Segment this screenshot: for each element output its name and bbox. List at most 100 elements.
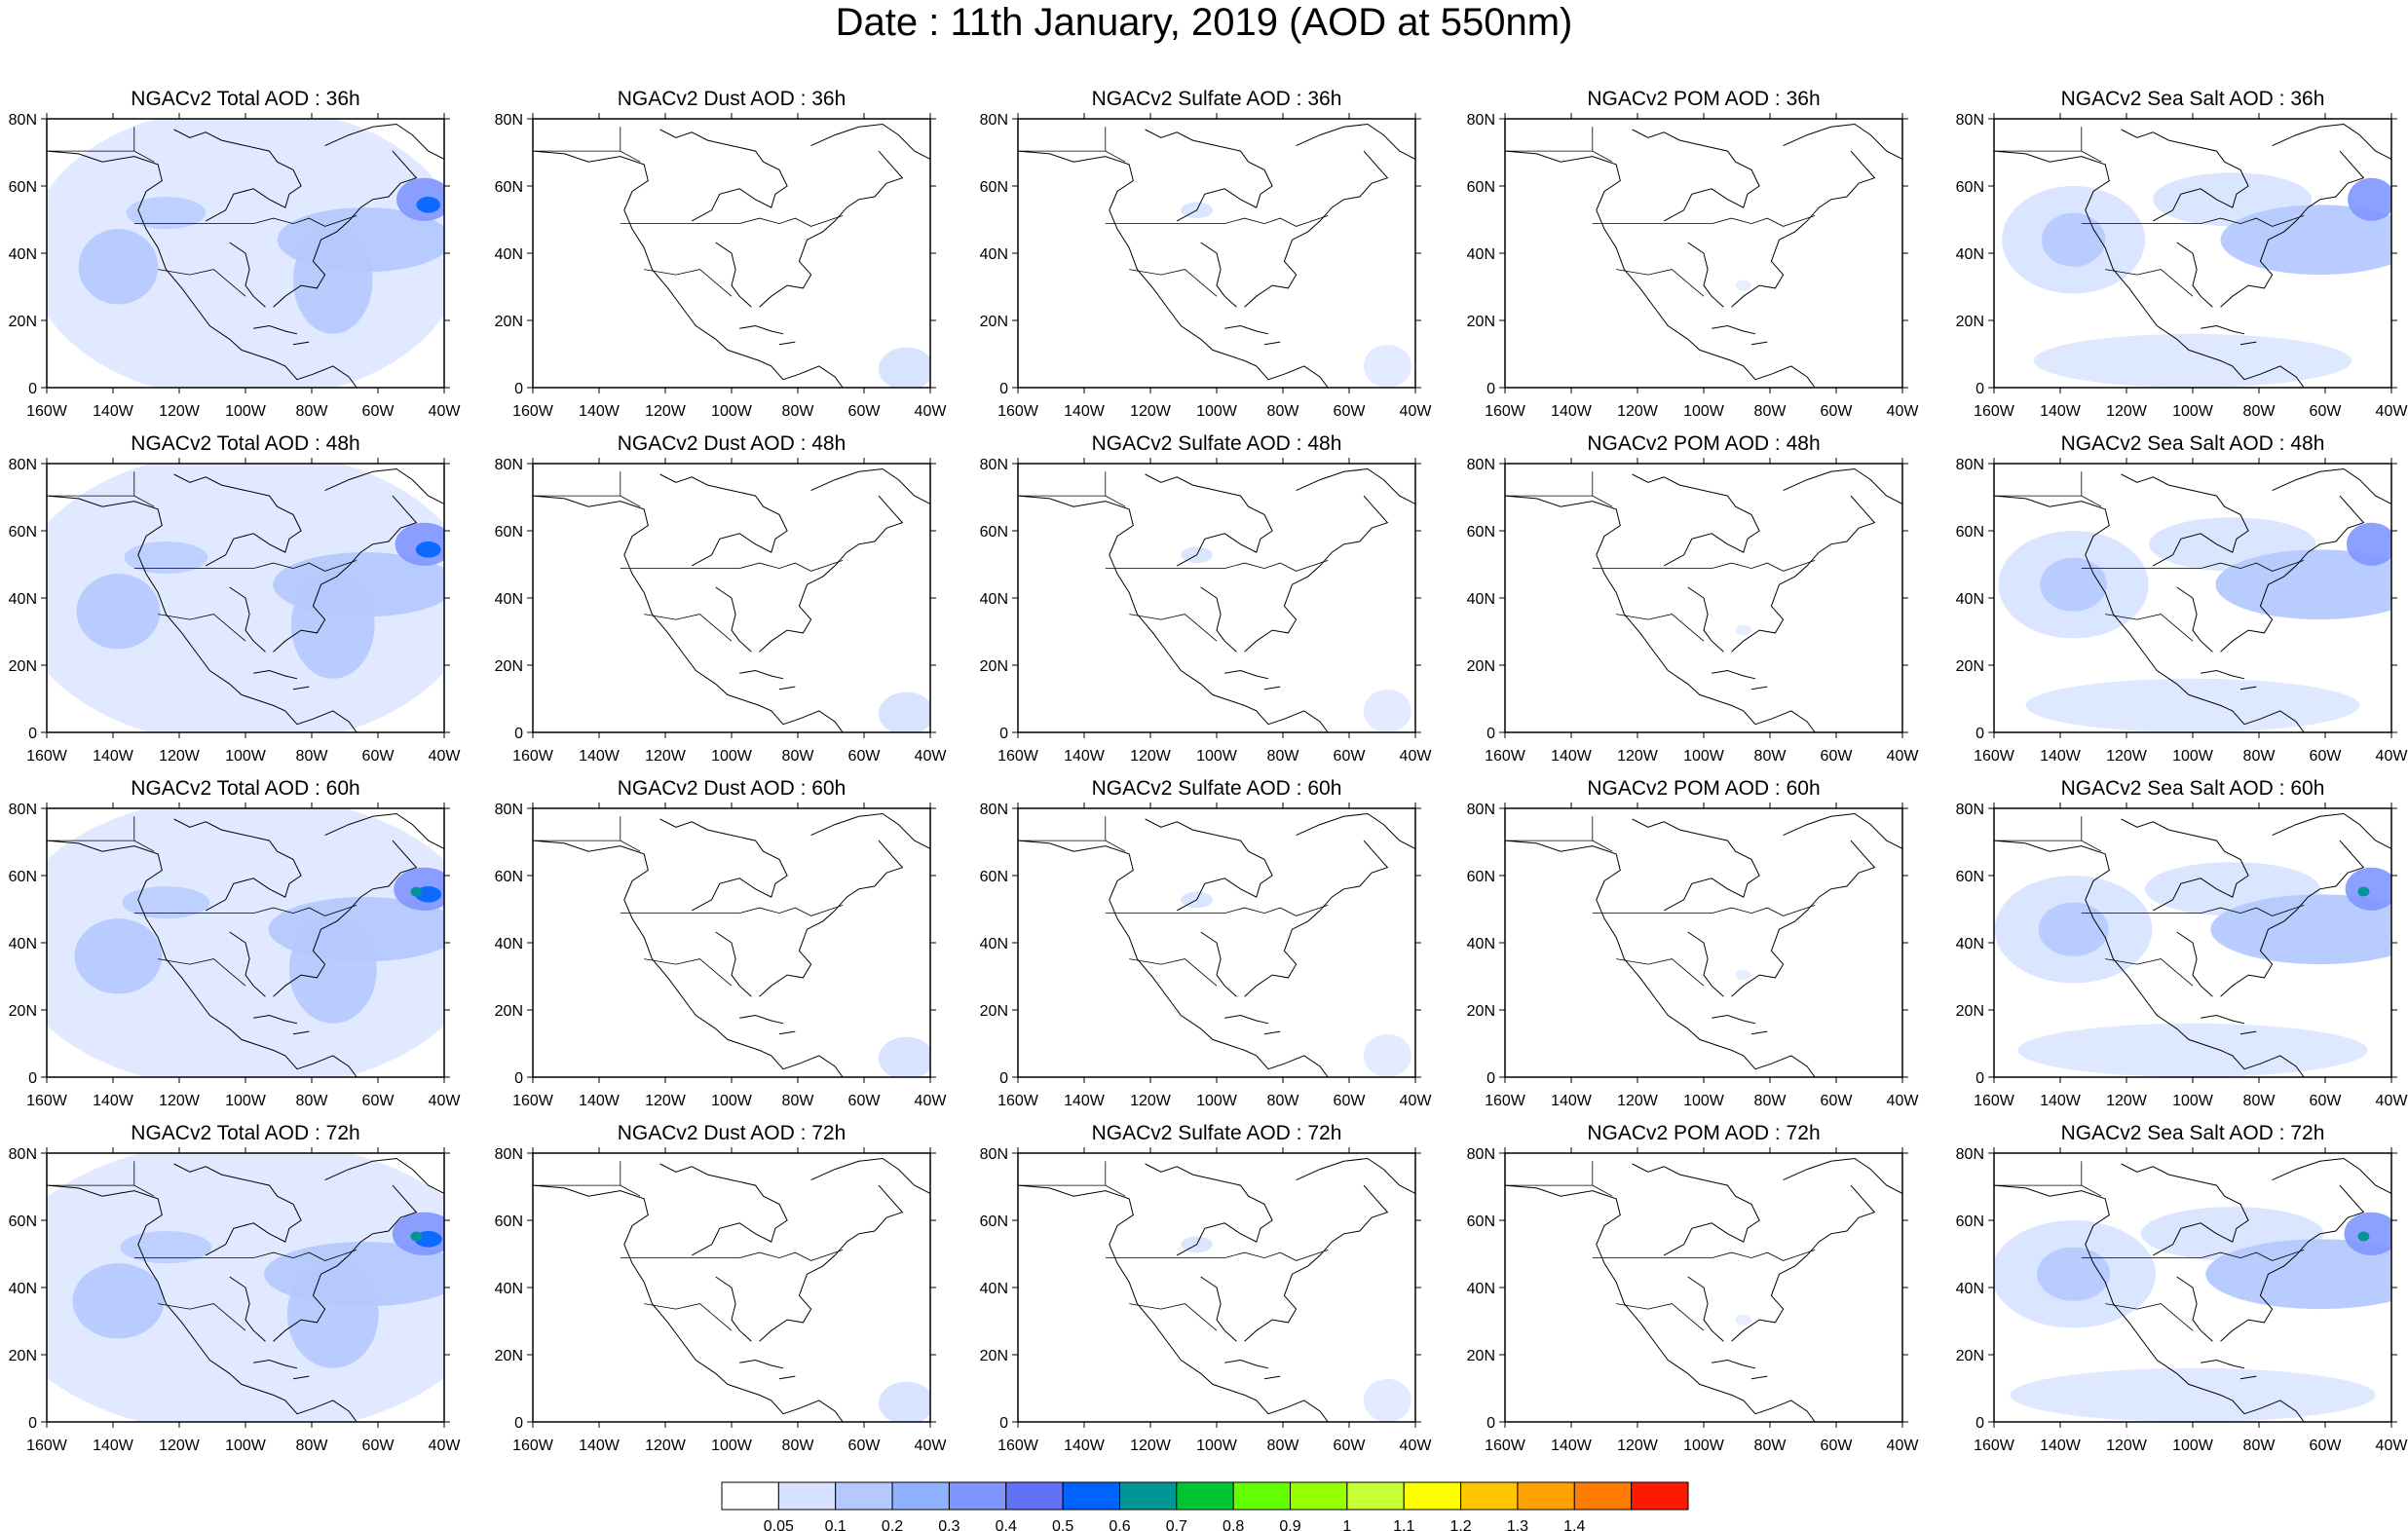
map-panel: 80N 60N 40N 20N 0 160W 140W 120W 100W 80W 60W 40W bbox=[980, 112, 1433, 420]
panel-title: NGACv2 Total AOD : 36h bbox=[131, 88, 360, 110]
lon-tick-label: 100W bbox=[1196, 403, 1238, 420]
lon-tick-label: 80W bbox=[1754, 1093, 1787, 1109]
lon-tick-label: 120W bbox=[159, 1093, 201, 1109]
lon-tick-label: 140W bbox=[1064, 1438, 1106, 1454]
coastline bbox=[1994, 467, 2391, 732]
map-panel: 80N 60N 40N 20N 0 160W 140W 120W 100W 80W 60W 40W bbox=[1956, 802, 2408, 1109]
aod-region bbox=[1735, 624, 1751, 636]
panel-title: NGACv2 Dust AOD : 60h bbox=[617, 777, 847, 800]
lon-tick-label: 140W bbox=[2040, 748, 2082, 765]
lat-tick-label: 40N bbox=[495, 591, 523, 608]
lat-tick-label: 60N bbox=[1956, 524, 1984, 541]
lat-tick-label: 20N bbox=[980, 1003, 1008, 1020]
lon-tick-label: 60W bbox=[1821, 1093, 1854, 1109]
aod-region bbox=[2215, 549, 2391, 620]
coastline bbox=[533, 1157, 930, 1422]
aod-region bbox=[2345, 867, 2391, 911]
lat-tick-label: 0 bbox=[514, 1415, 523, 1432]
country-borders bbox=[1505, 471, 1816, 642]
lon-tick-label: 40W bbox=[2376, 1438, 2408, 1454]
panel-title: NGACv2 Sulfate AOD : 48h bbox=[1091, 432, 1342, 455]
lat-tick-label: 40N bbox=[980, 591, 1008, 608]
lon-tick-label: 140W bbox=[93, 1438, 134, 1454]
lon-tick-label: 140W bbox=[93, 1093, 134, 1109]
lon-tick-label: 80W bbox=[1267, 403, 1300, 420]
aod-region bbox=[76, 574, 161, 650]
lat-tick-label: 0 bbox=[1975, 1415, 1984, 1432]
lat-tick-label: 80N bbox=[1956, 457, 1984, 473]
aod-shading bbox=[2002, 172, 2391, 388]
lat-tick-label: 20N bbox=[1956, 314, 1984, 330]
coastline bbox=[1994, 812, 2391, 1077]
panel-title: NGACv2 Sea Salt AOD : 72h bbox=[2060, 1122, 2325, 1144]
country-borders bbox=[533, 1161, 844, 1331]
lon-tick-label: 40W bbox=[2376, 403, 2408, 420]
lon-tick-label: 140W bbox=[1064, 403, 1106, 420]
lat-tick-label: 80N bbox=[1956, 112, 1984, 129]
lon-tick-label: 140W bbox=[1551, 748, 1593, 765]
aod-region bbox=[2210, 894, 2391, 965]
lat-tick-label: 80N bbox=[9, 802, 37, 818]
lat-tick-label: 80N bbox=[9, 112, 37, 129]
lat-tick-label: 0 bbox=[1975, 1070, 1984, 1087]
coastline bbox=[1505, 123, 1902, 388]
lon-tick-label: 160W bbox=[512, 1093, 554, 1109]
lat-tick-label: 0 bbox=[1486, 726, 1495, 742]
map-panel: 80N 60N 40N 20N 0 160W 140W 120W 100W 80W 60W 40W bbox=[1467, 1146, 1920, 1454]
aod-region bbox=[2346, 522, 2391, 566]
aod-shading bbox=[1735, 280, 1751, 291]
lat-tick-label: 40N bbox=[1467, 246, 1495, 263]
aod-shading bbox=[1998, 517, 2391, 732]
lat-tick-label: 80N bbox=[980, 1146, 1008, 1163]
aod-region bbox=[1735, 1314, 1751, 1326]
lat-tick-label: 80N bbox=[1467, 457, 1495, 473]
country-borders bbox=[1018, 1161, 1329, 1331]
lon-tick-label: 60W bbox=[1821, 1438, 1854, 1454]
country-borders bbox=[1505, 127, 1816, 297]
lat-tick-label: 60N bbox=[1956, 1214, 1984, 1230]
lon-tick-label: 160W bbox=[26, 1093, 68, 1109]
lon-tick-label: 80W bbox=[296, 1093, 329, 1109]
lat-tick-label: 80N bbox=[495, 457, 523, 473]
country-borders bbox=[1505, 1161, 1816, 1331]
lon-tick-label: 100W bbox=[2172, 748, 2214, 765]
lon-tick-label: 160W bbox=[997, 1438, 1039, 1454]
aod-shading bbox=[878, 1036, 930, 1077]
aod-region bbox=[72, 1263, 165, 1339]
panel-title: NGACv2 POM AOD : 60h bbox=[1587, 777, 1821, 800]
aod-region bbox=[878, 1036, 930, 1077]
lat-tick-label: 60N bbox=[9, 869, 37, 885]
lon-tick-label: 60W bbox=[1334, 403, 1367, 420]
lat-tick-label: 0 bbox=[1486, 381, 1495, 397]
lon-tick-label: 160W bbox=[1974, 1438, 2015, 1454]
lon-tick-label: 40W bbox=[429, 1438, 462, 1454]
aod-region bbox=[2040, 557, 2107, 612]
coastline bbox=[1505, 812, 1902, 1077]
lon-tick-label: 40W bbox=[1887, 1438, 1920, 1454]
lon-tick-label: 60W bbox=[2310, 1093, 2343, 1109]
lat-tick-label: 0 bbox=[28, 726, 37, 742]
lat-tick-label: 0 bbox=[999, 381, 1008, 397]
lat-tick-label: 0 bbox=[999, 726, 1008, 742]
lat-tick-label: 80N bbox=[495, 802, 523, 818]
lat-tick-label: 60N bbox=[9, 179, 37, 196]
coastline bbox=[47, 467, 444, 732]
lon-tick-label: 140W bbox=[1551, 1438, 1593, 1454]
lon-tick-label: 40W bbox=[1887, 748, 1920, 765]
aod-region bbox=[1363, 344, 1411, 388]
lon-tick-label: 60W bbox=[848, 403, 882, 420]
aod-hotspot bbox=[2357, 1231, 2370, 1242]
aod-region bbox=[2220, 205, 2391, 276]
aod-shading bbox=[1735, 624, 1751, 636]
aod-shading bbox=[1994, 862, 2391, 1077]
lat-tick-label: 60N bbox=[1467, 524, 1495, 541]
lon-tick-label: 40W bbox=[1400, 403, 1433, 420]
lon-tick-label: 40W bbox=[1887, 1093, 1920, 1109]
coastline bbox=[533, 467, 930, 732]
map-panel: 80N 60N 40N 20N 0 160W 140W 120W 100W 80W 60W 40W bbox=[1956, 457, 2408, 765]
map-panel: 80N 60N 40N 20N 0 160W 140W 120W 100W 80W 60W 40W bbox=[1956, 112, 2408, 420]
map-panel: 80N 60N 40N 20N 0 160W 140W 120W 100W 80W 60W 40W bbox=[1467, 112, 1920, 420]
lon-tick-label: 80W bbox=[1267, 1438, 1300, 1454]
lat-tick-label: 60N bbox=[495, 1214, 523, 1230]
lat-tick-label: 20N bbox=[495, 1003, 523, 1020]
